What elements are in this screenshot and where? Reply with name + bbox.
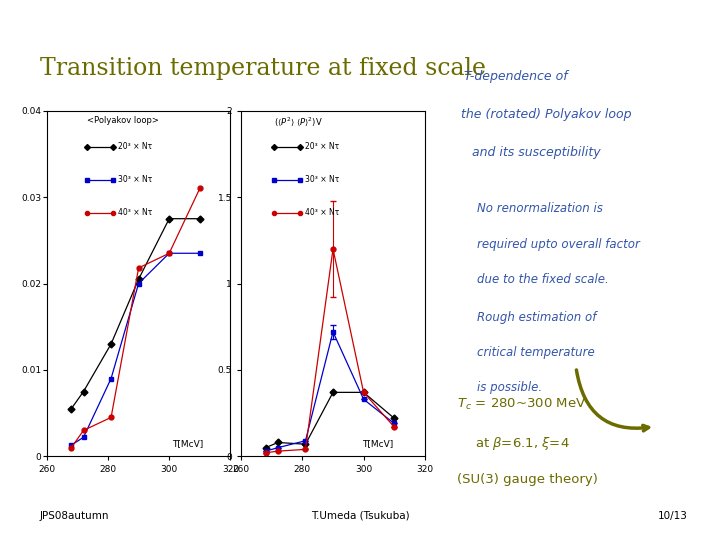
Text: JPS08autumn: JPS08autumn [40, 511, 109, 521]
Text: 20³ × Nτ: 20³ × Nτ [118, 143, 153, 152]
Text: and its susceptibility: and its susceptibility [472, 146, 600, 159]
Text: at $\beta$=6.1, $\xi$=4: at $\beta$=6.1, $\xi$=4 [475, 435, 570, 451]
Text: Rough estimation of: Rough estimation of [477, 310, 597, 323]
Text: 40³ × Nτ: 40³ × Nτ [305, 208, 340, 217]
Text: 20³ × Nτ: 20³ × Nτ [305, 143, 340, 152]
Text: Transition temperature at fixed scale: Transition temperature at fixed scale [40, 57, 485, 80]
Text: critical temperature: critical temperature [477, 346, 595, 359]
Text: 10/13: 10/13 [658, 511, 688, 521]
Text: ($\langle P^2\rangle$ $\langle P\rangle^2$)V: ($\langle P^2\rangle$ $\langle P\rangle^… [274, 116, 323, 129]
Text: T[McV]: T[McV] [171, 439, 203, 448]
Text: 40³ × Nτ: 40³ × Nτ [118, 208, 153, 217]
Text: T.Umeda (Tsukuba): T.Umeda (Tsukuba) [311, 511, 409, 521]
Text: <Polyakov loop>: <Polyakov loop> [87, 116, 159, 125]
Text: the (rotated) Polyakov loop: the (rotated) Polyakov loop [461, 108, 631, 121]
Text: No renormalization is: No renormalization is [477, 202, 603, 215]
Text: T-dependence of: T-dependence of [464, 70, 568, 83]
Text: T[McV]: T[McV] [362, 439, 394, 448]
Text: $T_c$ = 280~300 MeV: $T_c$ = 280~300 MeV [457, 397, 587, 412]
Text: required upto overall factor: required upto overall factor [477, 238, 640, 251]
Text: due to the fixed scale.: due to the fixed scale. [477, 273, 609, 286]
Text: is possible.: is possible. [477, 381, 542, 394]
Text: 30³ × Nτ: 30³ × Nτ [305, 176, 340, 184]
Text: (SU(3) gauge theory): (SU(3) gauge theory) [457, 472, 598, 485]
Text: 30³ × Nτ: 30³ × Nτ [118, 176, 153, 184]
